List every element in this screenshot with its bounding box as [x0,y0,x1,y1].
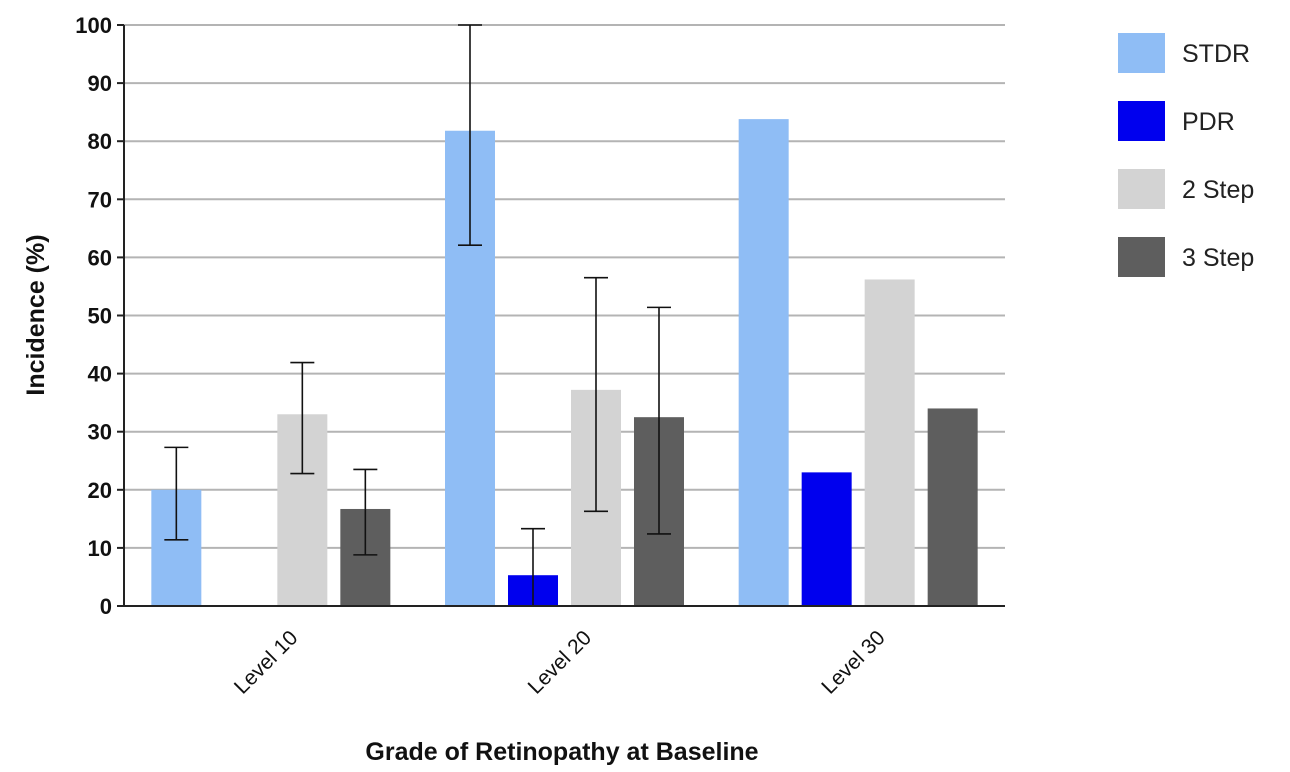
y-axis-title: Incidence (%) [22,234,50,395]
legend-item-stdr: STDR [1118,33,1250,73]
y-tick-label: 90 [88,71,112,96]
legend-swatch [1118,33,1165,73]
bars [151,119,978,606]
x-tick-label: Level 30 [817,626,889,698]
bar-stdr-level-30 [738,119,789,606]
legend-label: 2 Step [1182,176,1254,204]
gridlines [117,24,1005,607]
y-tick-label: 20 [88,478,112,503]
legend-label: PDR [1182,108,1235,136]
y-tick-label: 0 [100,594,112,619]
x-axis-title: Grade of Retinopathy at Baseline [365,738,758,766]
legend-label: 3 Step [1182,244,1254,272]
error-bars [164,24,671,607]
y-tick-label: 10 [88,536,112,561]
legend-swatch [1118,101,1165,141]
y-tick-label: 40 [88,362,112,387]
bar-pdr-level-30 [801,472,852,606]
y-tick-labels: 0 10 20 30 40 50 60 70 80 90 100 [75,13,112,619]
y-tick-label: 70 [88,187,112,212]
x-tick-label: Level 20 [524,626,596,698]
legend-item-pdr: PDR [1118,101,1235,141]
y-tick-label: 100 [75,13,112,38]
y-tick-label: 30 [88,420,112,445]
legend-label: STDR [1182,40,1250,68]
bar-2-step-level-30 [864,279,915,606]
bar-3-step-level-30 [927,408,978,606]
x-tick-label: Level 10 [230,626,302,698]
legend-swatch [1118,237,1165,277]
y-tick-label: 80 [88,129,112,154]
axes [123,25,1005,607]
legend-item-3-step: 3 Step [1118,237,1254,277]
legend: STDR PDR 2 Step 3 Step [1118,33,1254,277]
y-tick-label: 50 [88,304,112,329]
y-tick-label: 60 [88,245,112,270]
legend-swatch [1118,169,1165,209]
legend-item-2-step: 2 Step [1118,169,1254,209]
x-tick-labels: Level 10 Level 20 Level 30 [230,626,890,698]
